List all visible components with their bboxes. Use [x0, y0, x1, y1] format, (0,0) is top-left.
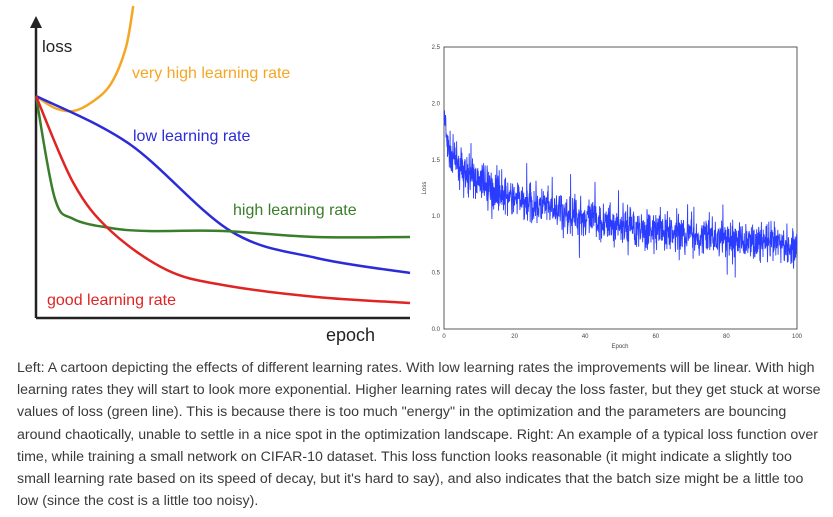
series-label-very-high: very high learning rate [132, 65, 290, 82]
y-tick-label: 1.5 [432, 158, 441, 164]
x-axis-label: Epoch [611, 344, 628, 350]
y-axis-label: loss [42, 37, 72, 56]
x-tick-label: 0 [442, 334, 446, 340]
y-tick-label: 0.5 [432, 271, 441, 277]
series-label-low: low learning rate [133, 128, 251, 145]
x-tick-label: 20 [511, 334, 518, 340]
plot-frame [443, 46, 798, 330]
x-tick-label: 80 [723, 334, 730, 340]
y-axis-arrow [30, 16, 42, 28]
x-tick-label: 40 [582, 334, 589, 340]
series-line-0 [35, 5, 135, 113]
series-label-high: high learning rate [233, 202, 357, 219]
x-axis-label: epoch [326, 325, 375, 345]
series-line-1 [35, 94, 411, 275]
y-tick-label: 0.0 [432, 327, 441, 333]
y-tick-label: 1.0 [432, 214, 441, 220]
y-tick-label: 2.5 [432, 45, 441, 51]
y-axis-label: Loss [422, 182, 428, 195]
y-tick-label: 2.0 [432, 101, 441, 107]
x-tick-label: 100 [792, 334, 803, 340]
figure-caption: Left: A cartoon depicting the effects of… [17, 360, 821, 510]
figure: loss epoch very high learning rate low l… [30, 5, 803, 350]
cifar10-loss-chart: 0 20 40 60 80 100 0.0 0.5 1.0 1.5 2.0 2.5 Epoch Los… [422, 45, 803, 350]
series-line-3 [34, 95, 411, 305]
series-line-2 [34, 95, 411, 239]
series-label-good: good learning rate [47, 292, 176, 309]
loss-series-line [443, 110, 798, 278]
x-tick-label: 60 [652, 334, 659, 340]
learning-rate-cartoon-chart: loss epoch very high learning rate low l… [30, 5, 411, 345]
